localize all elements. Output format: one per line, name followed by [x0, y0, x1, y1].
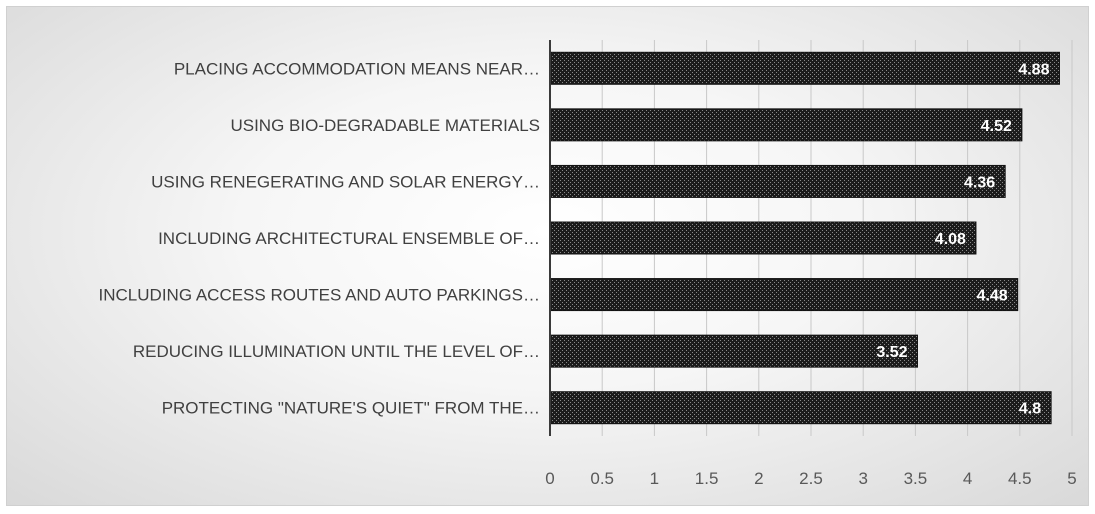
category-label: INCLUDING ARCHITECTURAL ENSEMBLE OF… [158, 229, 540, 248]
data-label: 4.88 [1018, 61, 1049, 78]
x-tick-label: 4 [963, 469, 972, 488]
data-label: 4.52 [981, 118, 1012, 135]
x-tick-labels: 0 0.5 1 1.5 2 2.5 3 3.5 4 4.5 5 [545, 469, 1076, 488]
bar [549, 391, 1052, 425]
gridlines [601, 40, 1073, 436]
data-label: 4.8 [1019, 401, 1041, 418]
x-tick-label: 0.5 [590, 469, 614, 488]
category-label: USING RENEGERATING AND SOLAR ENERGY… [151, 172, 540, 191]
data-labels: 4.88 4.52 4.36 4.08 4.48 3.52 4.8 [876, 61, 1049, 417]
bar [549, 334, 918, 368]
data-label: 4.48 [977, 288, 1008, 305]
data-label: 3.52 [876, 344, 907, 361]
category-label: REDUCING ILLUMINATION UNTIL THE LEVEL OF… [133, 342, 540, 361]
category-label: PROTECTING "NATURE'S QUIET" FROM THE… [162, 399, 540, 418]
x-tick-label: 2 [754, 469, 763, 488]
bar [549, 221, 977, 255]
bars [549, 51, 1060, 425]
category-labels: PLACING ACCOMMODATION MEANS NEAR… USING B… [99, 59, 540, 417]
x-tick-label: 3 [858, 469, 867, 488]
bar [549, 51, 1060, 85]
x-tick-label: 2.5 [799, 469, 823, 488]
bar [549, 278, 1019, 312]
data-label: 4.36 [964, 174, 995, 191]
x-tick-label: 0 [545, 469, 554, 488]
category-label: PLACING ACCOMMODATION MEANS NEAR… [174, 59, 540, 78]
bar [549, 108, 1023, 142]
bar [549, 164, 1006, 198]
x-tick-label: 5 [1067, 469, 1076, 488]
data-label: 4.08 [935, 231, 966, 248]
x-tick-label: 1.5 [695, 469, 719, 488]
category-label: USING BIO-DEGRADABLE MATERIALS [230, 116, 540, 135]
x-tick-label: 4.5 [1008, 469, 1032, 488]
category-label: INCLUDING ACCESS ROUTES AND AUTO PARKING… [99, 286, 540, 305]
x-tick-label: 1 [650, 469, 659, 488]
x-tick-label: 3.5 [904, 469, 928, 488]
